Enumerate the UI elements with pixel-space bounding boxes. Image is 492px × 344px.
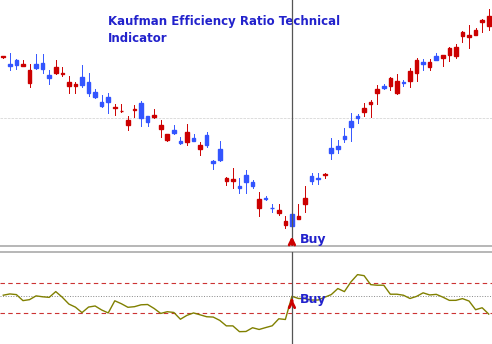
Bar [389,78,392,86]
Bar [362,108,366,112]
Bar [198,145,202,149]
Bar [21,64,25,66]
Bar [224,178,228,181]
Bar [428,62,431,67]
Bar [487,16,491,26]
Bar [54,67,58,73]
Bar [467,35,471,37]
Bar [61,73,64,74]
Bar [15,60,18,65]
Bar [139,103,143,118]
Bar [218,149,221,160]
Bar [375,89,379,93]
Bar [205,135,209,144]
Bar [356,116,359,118]
Bar [415,60,418,73]
Text: Kaufman Efficiency Ratio Technical
Indicator: Kaufman Efficiency Ratio Technical Indic… [108,15,340,45]
Bar [474,30,477,35]
Bar [257,199,261,208]
Bar [100,102,103,106]
Bar [395,81,399,93]
Bar [93,92,97,97]
Bar [8,64,12,66]
Text: Buy: Buy [300,233,326,246]
Bar [310,176,313,181]
Bar [290,214,294,226]
Bar [80,76,84,85]
Bar [401,82,405,83]
Bar [277,210,280,213]
Bar [461,32,464,36]
Bar [342,137,346,139]
Bar [1,56,5,57]
Bar [113,107,117,108]
Bar [41,63,44,69]
Text: Buy: Buy [300,293,326,306]
Bar [159,125,162,129]
Bar [283,221,287,225]
Bar [244,175,248,182]
Bar [454,47,458,56]
Bar [441,55,445,58]
Bar [323,174,327,175]
Bar [179,141,182,143]
Bar [74,84,77,86]
Bar [231,179,235,181]
Bar [251,182,254,186]
Bar [47,75,51,78]
Bar [153,115,156,117]
Bar [87,82,91,93]
Bar [126,120,130,125]
Bar [28,71,31,83]
Bar [34,64,38,68]
Bar [264,198,268,199]
Bar [421,62,425,64]
Bar [165,135,169,140]
Bar [349,121,353,127]
Bar [369,101,372,104]
Bar [330,148,333,153]
Bar [133,109,136,110]
Bar [480,20,484,22]
Bar [297,216,300,219]
Bar [106,97,110,101]
Bar [434,56,438,60]
Bar [192,138,195,141]
Bar [146,116,150,122]
Bar [185,132,189,142]
Bar [238,186,241,188]
Bar [448,48,451,55]
Bar [303,198,307,204]
Bar [67,82,71,86]
Bar [408,72,412,80]
Bar [382,86,386,88]
Bar [336,146,339,149]
Bar [172,130,176,133]
Bar [212,161,215,163]
